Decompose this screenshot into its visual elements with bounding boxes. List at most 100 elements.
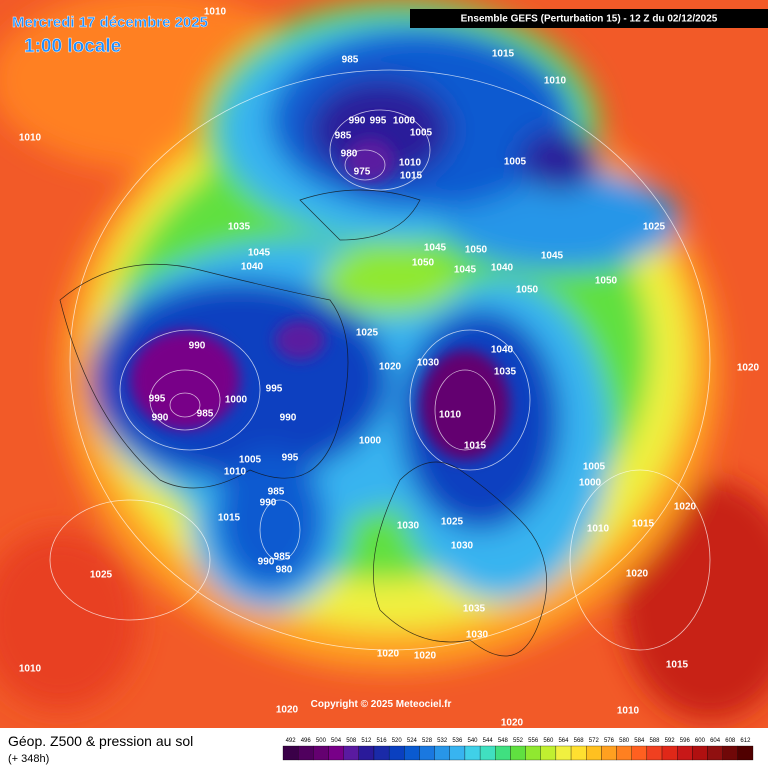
legend-swatch <box>707 745 723 761</box>
legend-label: 604 <box>710 738 721 744</box>
legend-swatch <box>661 745 678 761</box>
legend-swatch <box>646 745 663 761</box>
pressure-label: 1010 <box>19 133 42 144</box>
legend-label: 556 <box>528 738 539 744</box>
pressure-label: 1000 <box>225 395 248 406</box>
legend-label: 568 <box>574 738 585 744</box>
pressure-label: 1040 <box>491 345 514 356</box>
legend-label: 596 <box>680 738 691 744</box>
legend-swatch <box>616 745 632 761</box>
legend-swatch <box>722 745 738 761</box>
pressure-label: 985 <box>274 552 291 563</box>
pressure-label: 1030 <box>451 541 474 552</box>
pressure-label: 1015 <box>400 171 423 182</box>
pressure-label: 1030 <box>417 358 440 369</box>
legend-label: 512 <box>361 738 372 744</box>
legend-label: 580 <box>619 738 630 744</box>
pressure-label: 995 <box>282 453 299 464</box>
pressure-label: 985 <box>335 131 352 142</box>
legend-label: 528 <box>422 738 433 744</box>
pressure-label: 1010 <box>224 467 247 478</box>
pressure-label: 980 <box>341 149 358 160</box>
pressure-label: 1000 <box>359 436 382 447</box>
pressure-label: 1010 <box>544 76 567 87</box>
legend-label: 592 <box>665 738 676 744</box>
pressure-label: 1005 <box>239 455 262 466</box>
pressure-label: 1035 <box>463 604 486 615</box>
legend-label: 520 <box>392 738 403 744</box>
pressure-label: 1015 <box>666 660 689 671</box>
pressure-label: 1010 <box>617 706 640 717</box>
pressure-label: 995 <box>370 116 387 127</box>
pressure-label: 1045 <box>248 248 271 259</box>
pressure-label: 1010 <box>587 524 610 535</box>
legend-swatch <box>495 745 511 761</box>
legend-label: 576 <box>604 738 615 744</box>
legend-swatch <box>555 745 572 761</box>
pressure-label: 1045 <box>424 243 447 254</box>
legend-label: 496 <box>301 738 312 744</box>
pressure-label: 1020 <box>501 718 524 729</box>
legend-label: 516 <box>377 738 388 744</box>
pressure-label: 1020 <box>414 651 437 662</box>
pressure-label: 1010 <box>19 664 42 675</box>
legend: 492 496 500 504 508 512 516 520 524 528 532 536 540 5… <box>282 738 754 761</box>
legend-swatch <box>677 745 693 761</box>
pressure-label: 1010 <box>399 158 422 169</box>
legend-label: 504 <box>331 738 342 744</box>
pressure-label: 1005 <box>410 128 433 139</box>
legend-swatch <box>343 745 359 761</box>
pressure-label: 1025 <box>643 222 666 233</box>
legend-swatch <box>328 745 344 761</box>
legend-label: 608 <box>725 738 736 744</box>
pressure-label: 985 <box>268 487 285 498</box>
pressure-label: 1000 <box>579 478 602 489</box>
legend-label: 536 <box>452 738 463 744</box>
legend-swatch <box>282 745 299 761</box>
pressure-label: 1015 <box>464 441 487 452</box>
pressure-label: 990 <box>349 116 366 127</box>
pressure-label: 1015 <box>492 49 515 60</box>
legend-swatch <box>434 745 450 761</box>
field <box>0 0 768 728</box>
pressure-label: 1030 <box>397 521 420 532</box>
pressure-label: 990 <box>258 557 275 568</box>
pressure-label: 1040 <box>241 262 264 273</box>
legend-swatch <box>692 745 708 761</box>
legend-swatch <box>586 745 602 761</box>
legend-label: 612 <box>740 738 751 744</box>
legend-swatch <box>631 745 648 761</box>
legend-label: 584 <box>634 738 645 744</box>
legend-label: 552 <box>513 738 524 744</box>
pressure-label: 1020 <box>276 705 299 716</box>
pressure-label: 1050 <box>412 258 435 269</box>
legend-swatch <box>404 745 420 761</box>
model: Ensemble GEFS (Perturbation 15) - 12 Z d… <box>461 14 718 25</box>
model-box <box>410 9 768 28</box>
date: Mercredi 17 décembre 2025 <box>12 14 208 31</box>
legend-swatch <box>373 745 390 761</box>
pressure-label: 1020 <box>737 363 760 374</box>
legend-swatch <box>298 745 314 761</box>
legend-swatch <box>510 745 526 761</box>
legend-swatch <box>464 745 481 761</box>
pressure-label: 985 <box>342 55 359 66</box>
legend-label: 560 <box>543 738 554 744</box>
pressure-label: 1050 <box>465 245 488 256</box>
pressure-label: 1010 <box>439 410 462 421</box>
pressure-label: 975 <box>354 167 371 178</box>
pressure-label: 1045 <box>541 251 564 262</box>
pressure-label: 1015 <box>632 519 655 530</box>
legend-label: 524 <box>407 738 418 744</box>
pressure-label: 1040 <box>491 263 514 274</box>
footer-lead: (+ 348h) <box>8 753 49 765</box>
pressure-label: 1025 <box>356 328 379 339</box>
pressure-label: 1005 <box>583 462 606 473</box>
pressure-label: 1045 <box>454 265 477 276</box>
pressure-label: 995 <box>266 384 283 395</box>
legend-label: 572 <box>589 738 600 744</box>
pressure-label: 990 <box>280 413 297 424</box>
legend-label: 500 <box>316 738 327 744</box>
